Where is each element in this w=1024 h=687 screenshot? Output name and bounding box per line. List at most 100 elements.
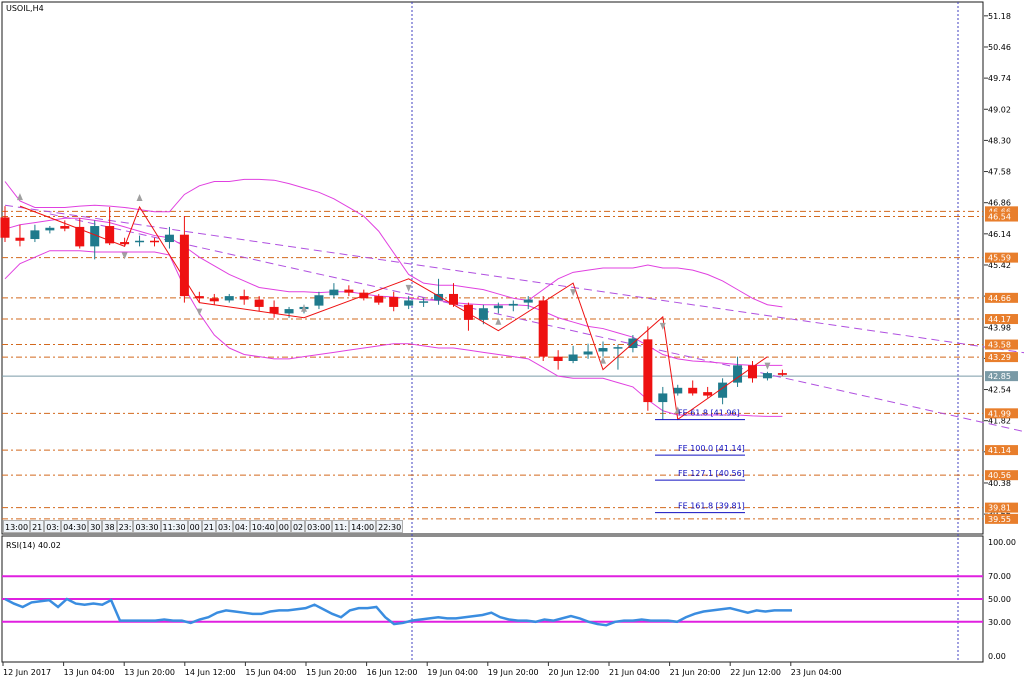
x-tick-label-4: 15 Jun 04:00 xyxy=(245,668,296,677)
fractal-arrow-11 xyxy=(764,362,771,370)
bollinger-lower xyxy=(4,250,783,417)
time-strip-item-13: 10:40 xyxy=(249,520,277,533)
x-tick-label-13: 23 Jun 04:00 xyxy=(791,668,842,677)
time-strip-item-16: 03:00 xyxy=(305,520,333,533)
time-strip-item-9: 00 xyxy=(187,520,202,533)
candle-body-18 xyxy=(269,306,279,314)
channel-upper-line xyxy=(4,204,1024,354)
candle-body-31 xyxy=(463,304,473,320)
candle-body-35 xyxy=(523,299,533,303)
level-box-10 xyxy=(985,502,1018,513)
candle-body-5 xyxy=(75,226,85,247)
candle-body-8 xyxy=(120,242,130,245)
candle-body-37 xyxy=(553,356,563,361)
price-tick-label-7: 46.14 xyxy=(988,230,1011,239)
rsi-tick-label-4: 0.00 xyxy=(988,652,1006,661)
level-box-8 xyxy=(985,445,1018,456)
fractal-arrow-10 xyxy=(674,406,681,414)
level-box-label-10: 39.81 xyxy=(988,504,1011,513)
price-tick-label-5: 47.58 xyxy=(988,168,1011,177)
price-tick-label-13: 41.82 xyxy=(988,417,1011,426)
candle-body-48 xyxy=(718,382,728,398)
candle-body-26 xyxy=(389,296,399,307)
candle-body-44 xyxy=(658,393,668,403)
candle-body-2 xyxy=(30,230,40,240)
x-tick-label-3: 14 Jun 12:00 xyxy=(185,668,236,677)
price-tick-label-10: 43.98 xyxy=(988,323,1011,332)
candle-body-30 xyxy=(449,293,458,305)
candle-body-50 xyxy=(748,365,757,379)
candle-body-46 xyxy=(688,387,698,394)
candle-body-28 xyxy=(419,301,429,303)
rsi-tick-label-2: 50.00 xyxy=(988,595,1011,604)
level-box-label-6: 43.29 xyxy=(988,353,1011,362)
rsi-label: RSI(14) 40.02 xyxy=(6,541,61,550)
candle-body-12 xyxy=(179,234,189,297)
level-box-6 xyxy=(985,352,1018,363)
candle-body-17 xyxy=(254,299,264,307)
price-tick-label-12: 42.54 xyxy=(988,386,1011,395)
candle-body-21 xyxy=(314,295,324,306)
rsi-tick-label-0: 100.00 xyxy=(988,538,1016,547)
fractal-arrow-0 xyxy=(16,193,23,201)
time-strip-item-2: 03: xyxy=(44,520,62,533)
price-tick-label-3: 49.02 xyxy=(988,105,1011,114)
zigzag-line xyxy=(19,205,768,421)
level-box-4 xyxy=(985,314,1018,325)
candle-body-40 xyxy=(598,348,608,352)
current-price-box xyxy=(985,371,1018,382)
time-strip-item-10: 21 xyxy=(201,520,216,533)
price-frame xyxy=(1,1,984,535)
candle-body-34 xyxy=(508,303,518,306)
candle-body-1 xyxy=(15,237,25,241)
x-tick-label-6: 16 Jun 12:00 xyxy=(367,668,418,677)
fractal-arrow-3 xyxy=(196,308,203,316)
level-box-1 xyxy=(985,211,1018,222)
level-box-label-9: 40.56 xyxy=(988,471,1011,480)
candle-body-52 xyxy=(777,373,787,375)
fib-label-1: FE 100.0 [41.14] xyxy=(678,444,745,453)
fractal-arrow-9 xyxy=(659,322,666,330)
candle-body-4 xyxy=(60,226,70,229)
candle-body-10 xyxy=(150,240,159,243)
candle-body-39 xyxy=(583,351,593,355)
level-box-0 xyxy=(985,206,1018,217)
candle-body-7 xyxy=(105,226,115,244)
time-strip-item-11: 03: xyxy=(215,520,233,533)
time-strip-item-1: 21 xyxy=(30,520,45,533)
candle-body-3 xyxy=(45,227,55,231)
price-tick-label-15: 40.38 xyxy=(988,479,1011,488)
candle-body-45 xyxy=(673,387,683,394)
price-tick-label-2: 49.74 xyxy=(988,74,1011,83)
fib-label-2: FE 127.1 [40.56] xyxy=(678,469,745,478)
time-strip-item-8: 11:30 xyxy=(160,520,188,533)
price-tick-label-8: 45.42 xyxy=(988,261,1011,270)
time-strip-item-18: 14:00 xyxy=(349,520,377,533)
fib-label-0: FE 61.8 [41.96] xyxy=(678,409,740,418)
candle-body-51 xyxy=(762,373,772,379)
rsi-tick-label-3: 30.00 xyxy=(988,618,1011,627)
candle-body-15 xyxy=(224,296,234,301)
fractal-arrow-1 xyxy=(121,252,128,260)
candle-body-36 xyxy=(538,300,548,357)
level-box-label-4: 44.17 xyxy=(988,315,1011,324)
fractal-arrow-2 xyxy=(136,194,143,202)
candle-body-22 xyxy=(329,289,339,296)
time-strip-item-17: 11: xyxy=(332,520,350,533)
level-box-label-8: 41.14 xyxy=(988,446,1011,455)
x-tick-label-7: 19 Jun 04:00 xyxy=(427,668,478,677)
level-box-label-3: 44.66 xyxy=(988,294,1011,303)
candle-body-29 xyxy=(434,293,444,301)
x-tick-label-9: 20 Jun 12:00 xyxy=(548,668,599,677)
level-box-label-2: 45.59 xyxy=(988,254,1011,263)
price-tick-label-4: 48.30 xyxy=(988,136,1011,145)
x-tick-label-2: 13 Jun 20:00 xyxy=(124,668,175,677)
level-box-9 xyxy=(985,470,1018,481)
time-strip-item-14: 00 xyxy=(276,520,291,533)
x-tick-label-10: 21 Jun 04:00 xyxy=(609,668,660,677)
level-box-5 xyxy=(985,339,1018,350)
time-strip-item-3: 04:30 xyxy=(61,520,89,533)
candle-body-41 xyxy=(613,347,623,349)
time-strip-item-6: 23: xyxy=(116,520,134,533)
